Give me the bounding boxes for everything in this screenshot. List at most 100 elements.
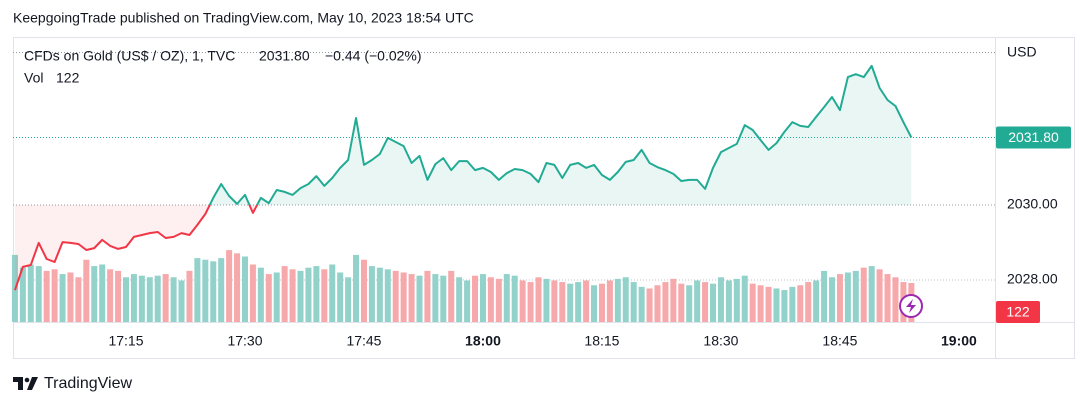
volume-bar: [836, 274, 843, 322]
last-price-box: [996, 126, 1071, 149]
volume-bar: [670, 278, 677, 322]
volume-bar: [725, 280, 732, 322]
legend-volume-value: 122: [56, 70, 80, 86]
volume-bar: [202, 259, 209, 322]
volume-bar: [710, 283, 717, 322]
volume-bar: [257, 267, 264, 322]
volume-bar: [27, 264, 34, 322]
legend-symbol: CFDs on Gold (US$ / OZ), 1, TVC: [24, 48, 235, 64]
volume-bar: [614, 278, 621, 322]
currency-label: USD: [1007, 44, 1037, 60]
volume-bar: [289, 269, 296, 322]
volume-bar: [487, 277, 494, 322]
volume-bar: [741, 275, 748, 322]
volume-bar: [543, 278, 550, 322]
volume-bar: [559, 282, 566, 322]
volume-bar: [773, 288, 780, 322]
volume-bar: [567, 283, 574, 322]
price-line: [13, 64, 913, 291]
volume-bar: [495, 278, 502, 322]
volume-bar: [67, 272, 74, 322]
volume-bar: [892, 277, 899, 322]
volume-bar: [733, 278, 740, 322]
price-area: [14, 65, 912, 291]
volume-bar: [59, 274, 66, 322]
volume-bar: [606, 280, 613, 322]
volume-bar: [337, 272, 344, 322]
volume-bar: [852, 270, 859, 322]
volume-bar: [281, 266, 288, 322]
logo-slash: [27, 377, 38, 390]
volume-bar: [305, 267, 312, 322]
volume-bar: [598, 283, 605, 322]
volume-bar: [162, 274, 169, 322]
volume-bar: [511, 275, 518, 322]
legend-last: 2031.80: [259, 48, 310, 64]
volume-bar: [876, 269, 883, 322]
volume-bar: [440, 275, 447, 322]
logo-dot: [24, 377, 30, 383]
volume-bar: [115, 270, 122, 322]
volume-bar: [662, 282, 669, 322]
y-tick-label: 2030.00: [1007, 196, 1058, 212]
volume-bar: [186, 270, 193, 322]
x-tick-label: 17:45: [346, 333, 381, 349]
volume-bar: [479, 274, 486, 322]
volume-bar: [527, 282, 534, 322]
volume-bar: [503, 274, 510, 322]
volume-bar: [138, 275, 145, 322]
volume-bar: [805, 282, 812, 322]
x-tick-label: 18:45: [822, 333, 857, 349]
footer-logo: TradingView: [13, 375, 132, 392]
volume-bar: [868, 266, 875, 322]
volume-bar: [376, 267, 383, 322]
volume-bar: [551, 280, 558, 322]
x-tick-label: 18:15: [584, 333, 619, 349]
volume-bar: [638, 286, 645, 322]
volume-bar: [844, 272, 851, 322]
volume-bar: [654, 285, 661, 322]
volume-bar: [43, 270, 50, 322]
legend-volume-name: Vol: [24, 70, 43, 86]
volume-bar: [75, 277, 82, 322]
volume-bar: [813, 280, 820, 322]
volume-bar: [83, 259, 90, 322]
volume-bar: [297, 270, 304, 322]
volume-bar: [630, 282, 637, 322]
volume-bar: [368, 266, 375, 322]
volume-bar: [321, 269, 328, 322]
lightning-icon: [899, 294, 923, 318]
x-tick-label: 17:30: [227, 333, 262, 349]
volume-bar: [575, 282, 582, 322]
last-price-label: 2031.80: [1008, 129, 1059, 145]
volume-bar: [535, 277, 542, 322]
legend-change: −0.44 (−0.02%): [325, 48, 422, 64]
volume-bar: [464, 280, 471, 322]
volume-bar: [622, 277, 629, 322]
volume-bar: [99, 264, 106, 322]
volume-bar: [400, 272, 407, 322]
volume-bar: [424, 270, 431, 322]
volume-bar: [860, 267, 867, 322]
volume-bar: [265, 274, 272, 322]
volume-bar: [353, 254, 360, 322]
volume-bar: [146, 277, 153, 322]
volume-bar: [583, 280, 590, 322]
volume-bar: [456, 277, 463, 322]
publish-header: KeepgoingTrade published on TradingView.…: [13, 10, 474, 26]
volume-bar: [757, 285, 764, 322]
volume-bar: [519, 280, 526, 322]
x-tick-label: 19:00: [941, 333, 977, 349]
volume-bar: [884, 274, 891, 322]
volume-bar: [829, 277, 836, 322]
volume-bar: [241, 256, 248, 322]
volume-bar: [130, 274, 137, 322]
volume-bar: [51, 269, 58, 322]
x-tick-label: 18:00: [465, 333, 501, 349]
volume-bar: [392, 270, 399, 322]
volume-bar: [35, 266, 42, 322]
volume-bar: [749, 283, 756, 322]
volume-bar: [226, 250, 233, 322]
volume-bar: [781, 290, 788, 322]
